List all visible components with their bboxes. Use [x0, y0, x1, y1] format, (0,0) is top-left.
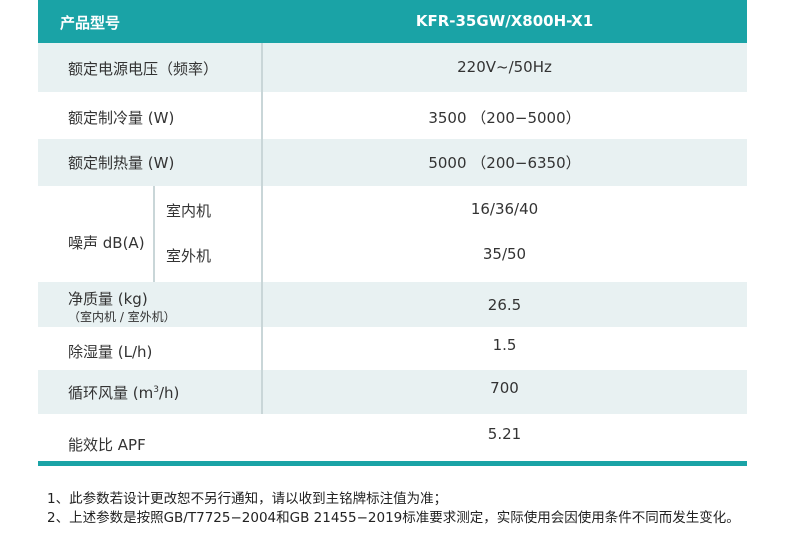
airflow-label: 循环风量 (m3/h): [68, 382, 179, 403]
row-airflow: 循环风量 (m3/h) 700: [38, 370, 747, 414]
cooling-value: 3500 （200−5000）: [428, 109, 581, 127]
noise-sub-divider: [153, 186, 155, 282]
airflow-label-prefix: 循环风量 (m: [68, 384, 154, 402]
row-noise: 噪声 dB(A) 室内机 16/36/40 室外机 35/50: [38, 186, 747, 282]
spec-table: 产品型号 KFR-35GW/X800H-X1 额定电源电压（频率） 220V~/…: [38, 0, 747, 466]
row-weight: 净质量 (kg) （室内机 / 室外机） 26.5: [38, 282, 747, 327]
table-header: 产品型号 KFR-35GW/X800H-X1: [38, 0, 747, 43]
noise-label: 噪声 dB(A): [68, 234, 145, 252]
model-label: 产品型号: [60, 14, 121, 32]
footnotes: 1、此参数若设计更改恕不另行通知，请以收到主铭牌标注值为准； 2、上述参数是按照…: [47, 490, 752, 528]
noise-indoor-value: 16/36/40: [470, 200, 539, 218]
airflow-value: 700: [490, 379, 519, 397]
airflow-label-suffix: /h): [158, 384, 180, 402]
model-value: KFR-35GW/X800H-X1: [415, 12, 594, 30]
weight-value: 26.5: [487, 296, 522, 314]
weight-note: （室内机 / 室外机）: [68, 310, 176, 324]
row-dehumid: 除湿量 (L/h) 1.5: [38, 327, 747, 370]
apf-label: 能效比 APF: [68, 436, 146, 454]
voltage-label: 额定电源电压（频率）: [68, 60, 219, 78]
noise-outdoor-value: 35/50: [482, 245, 527, 263]
heating-label: 额定制热量 (W): [68, 154, 175, 172]
cooling-label: 额定制冷量 (W): [68, 109, 175, 127]
voltage-value: 220V~/50Hz: [457, 58, 552, 76]
row-cooling: 额定制冷量 (W) 3500 （200−5000）: [38, 92, 747, 139]
airflow-label-sup: 3: [153, 385, 159, 395]
noise-indoor-label: 室内机: [166, 202, 212, 220]
dehumid-label: 除湿量 (L/h): [68, 343, 153, 361]
heating-value: 5000 （200−6350）: [428, 154, 581, 172]
row-voltage: 额定电源电压（频率） 220V~/50Hz: [38, 43, 747, 92]
footnote-2: 2、上述参数是按照GB/T7725−2004和GB 21455−2019标准要求…: [47, 510, 740, 526]
footnote-1: 1、此参数若设计更改恕不另行通知，请以收到主铭牌标注值为准；: [47, 491, 448, 507]
noise-outdoor-label: 室外机: [166, 247, 212, 265]
weight-label: 净质量 (kg): [68, 290, 148, 308]
row-heating: 额定制热量 (W) 5000 （200−6350）: [38, 139, 747, 186]
apf-value: 5.21: [487, 425, 522, 443]
table-bottom-bar: [38, 461, 747, 466]
column-divider: [261, 43, 263, 414]
dehumid-value: 1.5: [492, 336, 517, 354]
row-apf: 能效比 APF 5.21: [38, 414, 747, 461]
